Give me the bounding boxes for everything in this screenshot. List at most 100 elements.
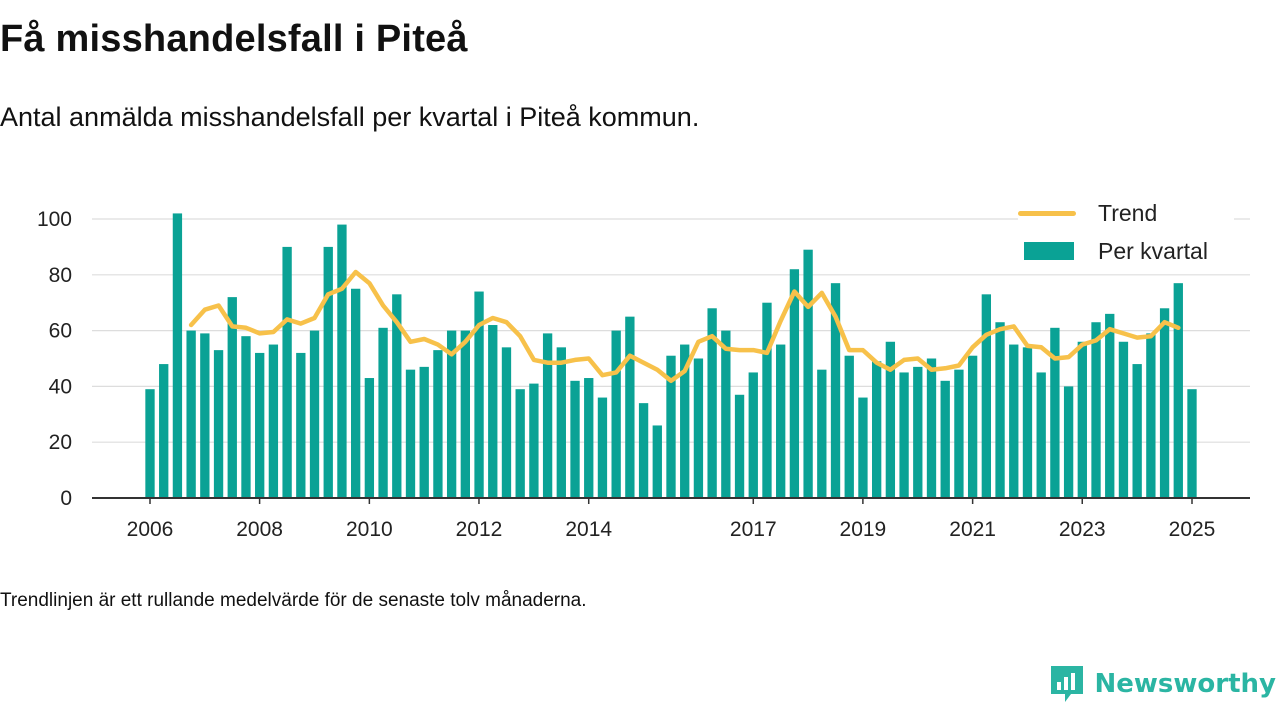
- x-tick-label-2006: 2006: [127, 518, 174, 541]
- bar-49: [817, 369, 827, 498]
- x-tick-label-2019: 2019: [840, 518, 887, 541]
- y-tick-label-100: 100: [37, 208, 72, 231]
- bar-36: [638, 403, 649, 498]
- bar-66: [1050, 327, 1060, 498]
- bar-65: [1036, 372, 1046, 498]
- bar-73: [1146, 333, 1156, 498]
- bar-3: [186, 330, 196, 498]
- bar-67: [1063, 386, 1074, 498]
- bar-12: [309, 330, 320, 498]
- bar-8: [255, 352, 265, 498]
- trend-line: [188, 269, 1181, 384]
- bar-40: [693, 358, 704, 498]
- bar-22: [446, 330, 457, 498]
- trend-series: [188, 269, 1181, 384]
- bar-27: [515, 389, 525, 498]
- bar-57: [926, 358, 937, 498]
- bar-4: [200, 333, 210, 498]
- x-tick-label-2017: 2017: [730, 518, 777, 541]
- x-tick-label-2025: 2025: [1169, 518, 1216, 541]
- legend-trend-swatch: [1018, 210, 1076, 216]
- bar-63: [1009, 344, 1019, 498]
- bar-5: [213, 350, 224, 498]
- x-tick-label-2012: 2012: [456, 518, 503, 541]
- bar-46: [776, 344, 786, 498]
- bar-33: [597, 397, 608, 498]
- chart-subtitle: Antal anmälda misshandelsfall per kvarta…: [0, 102, 700, 132]
- bar-19: [405, 369, 416, 498]
- bar-64: [1022, 347, 1033, 498]
- bar-29: [542, 333, 553, 498]
- x-tick-label-2023: 2023: [1059, 518, 1106, 541]
- bar-1: [159, 364, 169, 498]
- bar-39: [680, 344, 690, 498]
- legend-label-per-kvartal: Per kvartal: [1098, 237, 1208, 264]
- bar-6: [227, 297, 237, 498]
- bar-20: [419, 366, 429, 498]
- bar-44: [748, 372, 758, 498]
- bar-47: [789, 269, 800, 498]
- legend-item-trend: Trend: [1018, 194, 1234, 232]
- bar-53: [871, 361, 882, 498]
- bar-75: [1173, 283, 1183, 498]
- legend-label-trend: Trend: [1098, 199, 1158, 226]
- bar-58: [940, 380, 950, 498]
- bar-51: [844, 355, 854, 498]
- bar-25: [488, 325, 498, 498]
- bar-32: [584, 378, 594, 498]
- bar-52: [858, 397, 868, 498]
- bar-9: [268, 344, 279, 498]
- bar-31: [570, 380, 580, 498]
- bars: [145, 213, 1197, 499]
- bar-41: [707, 308, 717, 498]
- bar-54: [885, 341, 896, 498]
- bar-69: [1091, 322, 1101, 498]
- bar-74: [1159, 308, 1170, 498]
- bar-71: [1118, 341, 1129, 498]
- bar-60: [967, 355, 978, 498]
- bar-56: [913, 366, 923, 498]
- bar-34: [611, 330, 621, 498]
- axes: 0 20 40 60 80 100 2006 2008 2010 2012 2014 2017 2019…: [37, 208, 1250, 541]
- bar-68: [1077, 341, 1087, 498]
- bar-2: [172, 213, 183, 499]
- chart-title: Få misshandelsfall i Piteå: [0, 18, 468, 60]
- bar-24: [474, 291, 484, 498]
- legend-bar-swatch: [1024, 242, 1074, 260]
- bar-7: [241, 336, 251, 498]
- x-tick-label-2021: 2021: [949, 518, 996, 541]
- bar-72: [1132, 364, 1142, 498]
- y-tick-label-80: 80: [49, 264, 72, 287]
- bar-11: [296, 352, 306, 498]
- bar-15: [350, 288, 361, 498]
- y-tick-label-40: 40: [49, 375, 72, 398]
- bar-17: [378, 327, 388, 498]
- bar-21: [433, 350, 443, 498]
- bar-61: [981, 294, 992, 498]
- bar-14: [337, 224, 347, 498]
- brand[interactable]: Newsworthy: [1049, 664, 1276, 704]
- x-tick-label-2008: 2008: [236, 518, 283, 541]
- bar-76: [1187, 389, 1197, 498]
- bar-42: [721, 330, 731, 498]
- legend-item-per-kvartal: Per kvartal: [1018, 232, 1234, 270]
- bar-43: [734, 394, 745, 498]
- x-tick-label-2014: 2014: [565, 518, 612, 541]
- bar-38: [666, 355, 676, 498]
- bar-13: [323, 246, 333, 498]
- footnote: Trendlinjen är ett rullande medelvärde f…: [0, 590, 587, 611]
- bar-0: [145, 389, 155, 498]
- bar-59: [954, 369, 964, 498]
- legend: Trend Per kvartal: [1018, 194, 1234, 270]
- y-tick-label-0: 0: [60, 487, 72, 510]
- bar-62: [995, 322, 1005, 498]
- bar-16: [364, 378, 375, 498]
- bar-35: [625, 316, 635, 498]
- bar-23: [460, 330, 471, 498]
- x-tick-label-2010: 2010: [346, 518, 393, 541]
- brand-name: Newsworthy: [1094, 669, 1276, 699]
- bar-28: [529, 383, 539, 498]
- bar-45: [762, 302, 772, 498]
- y-tick-label-20: 20: [49, 431, 72, 454]
